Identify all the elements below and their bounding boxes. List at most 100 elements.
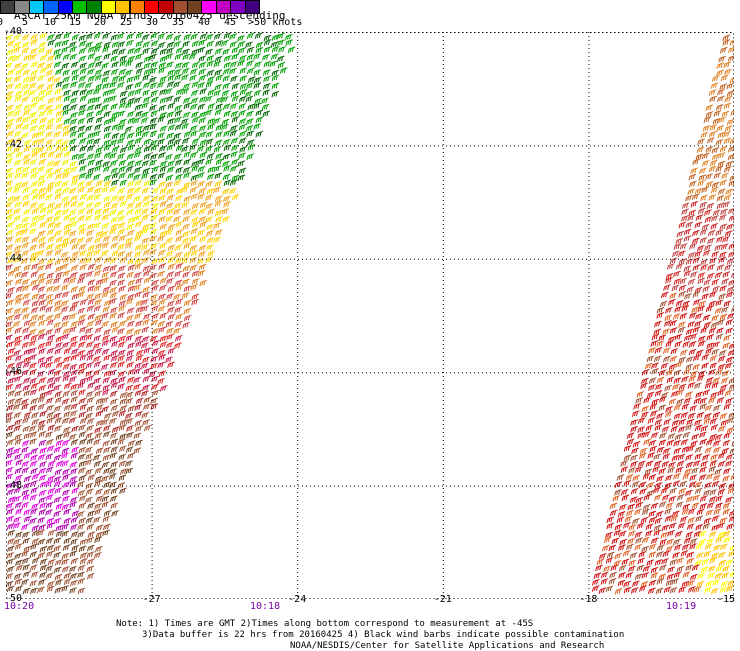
wind-barb xyxy=(690,200,699,208)
wind-barb xyxy=(191,160,199,168)
wind-barb xyxy=(654,460,662,468)
wind-barb xyxy=(13,447,21,455)
wind-barb xyxy=(118,474,127,482)
wind-barb xyxy=(693,586,702,593)
wind-barb xyxy=(722,34,731,42)
wind-barb xyxy=(631,410,640,417)
wind-barb xyxy=(213,186,221,194)
wind-barb xyxy=(623,480,632,487)
wind-barb xyxy=(709,417,718,425)
wind-barb xyxy=(47,368,56,376)
wind-barb xyxy=(7,110,15,118)
wind-barb xyxy=(141,305,149,312)
wind-barb xyxy=(112,75,120,83)
wind-barb xyxy=(110,487,119,495)
wind-barb xyxy=(230,151,239,158)
wind-barb xyxy=(658,334,667,342)
wind-barb xyxy=(183,285,192,293)
wind-barb xyxy=(126,361,135,369)
wind-barb xyxy=(127,217,136,224)
wind-barb xyxy=(149,264,157,272)
wind-barb xyxy=(714,271,723,279)
wind-barb xyxy=(47,151,56,158)
wind-barb xyxy=(37,83,45,91)
wind-barb xyxy=(699,438,708,446)
wind-barb xyxy=(678,258,687,265)
wind-barb xyxy=(22,531,30,539)
wind-barb xyxy=(719,517,728,524)
wind-barb xyxy=(158,194,167,202)
wind-barb xyxy=(725,188,733,196)
wind-barb xyxy=(261,103,270,111)
wind-barb xyxy=(687,523,695,530)
legend-color-box xyxy=(14,0,30,14)
wind-barb xyxy=(206,236,215,244)
wind-barb xyxy=(255,116,264,124)
wind-barb xyxy=(23,319,32,327)
wind-barb xyxy=(645,460,654,468)
wind-barb xyxy=(682,503,691,511)
wind-barb xyxy=(23,452,32,459)
wind-barb xyxy=(640,382,648,390)
wind-barb xyxy=(150,61,159,69)
wind-barb xyxy=(682,300,691,308)
wind-barb xyxy=(166,33,174,41)
wind-barb xyxy=(247,76,256,83)
wind-barb xyxy=(30,34,39,41)
wind-barb xyxy=(704,216,713,223)
wind-barb xyxy=(54,390,63,398)
wind-barb xyxy=(711,314,720,322)
wind-barb xyxy=(199,279,208,287)
wind-barb xyxy=(698,300,707,308)
wind-barb xyxy=(718,482,727,490)
wind-barb xyxy=(150,89,159,97)
wind-barb xyxy=(78,467,86,475)
wind-barb xyxy=(45,314,54,322)
wind-barb xyxy=(55,579,63,586)
wind-barb xyxy=(167,347,176,355)
wind-barb xyxy=(133,376,141,384)
wind-barb xyxy=(708,89,717,96)
wind-barb xyxy=(79,417,88,425)
wind-barb xyxy=(728,378,734,385)
wind-barb xyxy=(689,474,698,481)
wind-barb xyxy=(21,550,30,558)
wind-barb xyxy=(709,531,717,538)
wind-barb xyxy=(119,419,128,426)
wind-barb xyxy=(659,300,668,308)
wind-barb xyxy=(6,229,15,236)
wind-barb xyxy=(134,263,143,270)
wind-barb xyxy=(630,419,638,426)
wind-barb xyxy=(6,130,15,138)
wind-barb xyxy=(13,516,21,524)
wind-barb xyxy=(118,305,127,312)
wind-barb xyxy=(222,138,231,146)
legend-color-box xyxy=(43,0,59,14)
wind-barb xyxy=(151,195,159,203)
wind-barb xyxy=(190,249,199,257)
wind-barb xyxy=(55,335,64,343)
wind-barb xyxy=(31,307,39,314)
wind-barb xyxy=(110,321,119,328)
wind-barb xyxy=(175,284,184,291)
wind-barb xyxy=(13,195,21,203)
wind-barb xyxy=(255,109,264,117)
wind-barb xyxy=(626,438,635,446)
wind-barb xyxy=(22,384,31,392)
wind-barb xyxy=(731,441,734,447)
wind-barb xyxy=(149,249,158,256)
wind-barb xyxy=(14,375,22,383)
wind-barb xyxy=(127,440,136,447)
wind-barb xyxy=(253,89,262,97)
wind-barb xyxy=(119,146,128,154)
wind-barb xyxy=(183,314,192,322)
wind-barb xyxy=(79,137,87,145)
wind-barb xyxy=(623,454,632,462)
wind-barb xyxy=(206,244,214,251)
wind-barb xyxy=(222,216,230,223)
wind-barb xyxy=(30,202,38,209)
wind-barb xyxy=(166,341,174,349)
wind-barb xyxy=(142,74,150,82)
wind-barb xyxy=(22,571,31,578)
wind-barb xyxy=(125,460,133,467)
